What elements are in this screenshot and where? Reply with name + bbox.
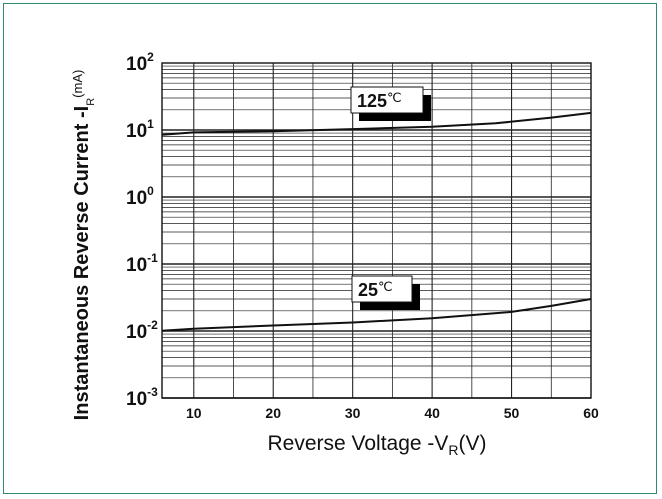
x-axis-title: Reverse Voltage -VR(V) bbox=[267, 432, 486, 458]
y-tick-base: 10 bbox=[126, 188, 147, 209]
y-tick-base: 10 bbox=[126, 54, 147, 75]
y-tick-label: 100 bbox=[126, 184, 154, 209]
label-box bbox=[350, 86, 424, 114]
y-tick-exponent: 1 bbox=[147, 117, 154, 131]
series-label: 25℃ bbox=[351, 275, 420, 310]
series-line bbox=[161, 111, 592, 136]
major-gridlines bbox=[162, 63, 591, 399]
series-label: 125℃ bbox=[350, 86, 431, 121]
y-tick-exponent: -2 bbox=[147, 318, 158, 332]
y-tick-label: 10-1 bbox=[126, 251, 158, 276]
x-tick-label: 20 bbox=[265, 405, 281, 421]
series-label-value: 25 bbox=[358, 280, 378, 300]
y-tick-label: 101 bbox=[126, 117, 154, 142]
x-axis-title-unit: (V) bbox=[459, 432, 487, 455]
y-axis-title: Instantaneous Reverse Current -IR(mA) bbox=[70, 70, 97, 421]
series-label-text: 25℃ bbox=[358, 279, 393, 300]
minor-gridlines bbox=[162, 63, 591, 398]
x-tick-label: 10 bbox=[186, 405, 202, 421]
x-tick-label: 50 bbox=[504, 405, 520, 421]
y-tick-label: 10-2 bbox=[126, 318, 158, 343]
x-tick-label: 30 bbox=[345, 405, 361, 421]
x-axis-title-subscript: R bbox=[448, 442, 458, 458]
x-tick-label: 60 bbox=[583, 405, 599, 421]
y-tick-base: 10 bbox=[126, 389, 147, 410]
x-axis-title-main: Reverse Voltage -V bbox=[267, 432, 448, 455]
series-label-unit: ℃ bbox=[378, 279, 393, 294]
y-tick-base: 10 bbox=[126, 255, 147, 276]
chart-frame bbox=[3, 3, 657, 494]
series-label-value: 125 bbox=[357, 91, 387, 111]
y-tick-base: 10 bbox=[126, 121, 147, 142]
y-tick-exponent: -1 bbox=[147, 251, 158, 265]
y-tick-label: 10-3 bbox=[126, 385, 158, 410]
label-box bbox=[351, 275, 413, 303]
series-label-text: 125℃ bbox=[357, 90, 402, 111]
series-layer: 125℃25℃ bbox=[161, 86, 592, 332]
plot-area bbox=[161, 62, 592, 399]
y-axis-title-subscript: R bbox=[85, 98, 97, 106]
series-line bbox=[161, 298, 592, 332]
y-tick-base: 10 bbox=[126, 322, 147, 343]
y-axis-title-unit: (mA) bbox=[70, 70, 85, 98]
y-tick-exponent: 0 bbox=[147, 184, 154, 198]
y-tick-label: 102 bbox=[126, 50, 154, 75]
x-tick-label: 40 bbox=[424, 405, 440, 421]
series-label-unit: ℃ bbox=[387, 90, 402, 105]
x-axis-ticks: 10 20 30 40 50 60 bbox=[186, 405, 599, 421]
y-tick-exponent: -3 bbox=[147, 385, 158, 399]
y-tick-exponent: 2 bbox=[147, 50, 154, 64]
y-axis-title-main: Instantaneous Reverse Current -I bbox=[71, 106, 93, 421]
